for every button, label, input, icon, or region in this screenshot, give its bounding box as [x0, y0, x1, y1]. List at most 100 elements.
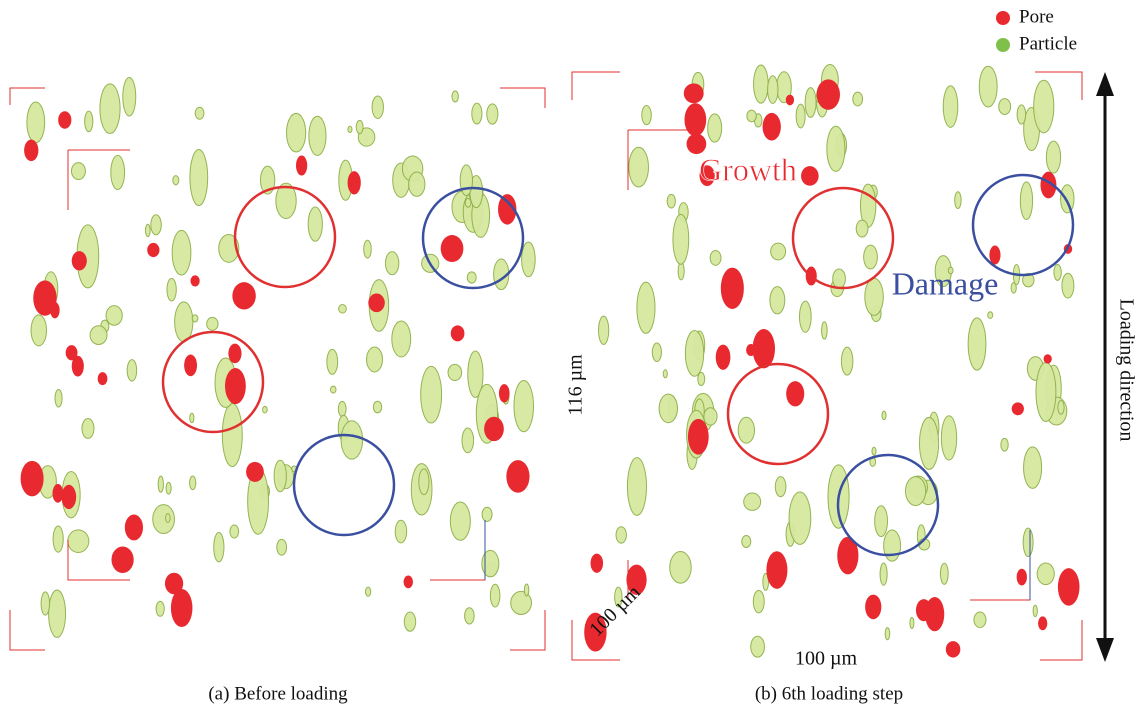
blob	[153, 505, 175, 534]
blob	[173, 176, 179, 185]
blob	[451, 325, 465, 341]
blob	[591, 554, 604, 573]
blob	[246, 462, 264, 482]
blob	[85, 111, 93, 132]
blob	[100, 84, 120, 134]
blob	[789, 492, 811, 544]
blob	[263, 406, 268, 413]
blob	[988, 312, 993, 319]
blob	[770, 287, 785, 314]
blob	[465, 608, 475, 624]
blob	[24, 140, 38, 162]
blob	[58, 111, 71, 128]
blob	[872, 447, 876, 455]
blob	[659, 394, 677, 423]
blob	[599, 316, 609, 344]
blob	[688, 419, 709, 455]
blob	[111, 547, 133, 573]
depth-label: 100 µm	[585, 581, 645, 641]
blob	[943, 86, 958, 128]
blob	[190, 275, 199, 286]
blob	[616, 527, 626, 543]
blob	[941, 416, 956, 460]
blob	[421, 366, 442, 423]
blob-layer	[21, 65, 1080, 658]
blob	[1020, 182, 1032, 220]
blob	[940, 563, 948, 584]
blob	[751, 636, 765, 657]
blob	[482, 550, 499, 576]
blob	[156, 601, 164, 616]
blob	[974, 612, 986, 628]
blob	[827, 126, 845, 171]
blob	[514, 380, 534, 431]
blob	[31, 315, 46, 346]
blob	[786, 381, 804, 406]
blob	[392, 321, 411, 357]
blob	[460, 165, 472, 196]
bounding-box	[10, 72, 1082, 660]
blob	[472, 103, 482, 124]
blob	[642, 106, 652, 125]
blob	[667, 194, 675, 208]
blob	[506, 460, 529, 493]
blob	[296, 156, 307, 176]
blob	[441, 235, 464, 262]
blob	[21, 461, 44, 496]
legend-swatch	[996, 38, 1010, 52]
blob	[82, 419, 94, 439]
blob	[225, 368, 246, 404]
blob	[955, 192, 961, 209]
blob	[368, 293, 384, 312]
blob	[925, 597, 944, 631]
blob	[331, 386, 337, 393]
blob	[365, 587, 370, 596]
blob	[62, 485, 77, 509]
blob	[1054, 264, 1061, 280]
blob	[1036, 362, 1056, 421]
blob	[465, 198, 471, 207]
blob	[786, 95, 794, 106]
blob	[1061, 185, 1074, 213]
blob	[685, 331, 703, 377]
blob	[968, 318, 986, 370]
blob	[1023, 528, 1033, 556]
blob	[166, 513, 171, 522]
blob	[684, 103, 706, 136]
blob	[385, 252, 398, 275]
blob	[308, 207, 322, 241]
blob	[404, 575, 413, 588]
blob	[1037, 563, 1054, 585]
width-label: 100 µm	[795, 648, 858, 670]
blob	[817, 79, 840, 110]
blob	[166, 482, 171, 494]
blob	[147, 243, 159, 257]
blob	[753, 329, 775, 368]
blob	[865, 595, 881, 620]
blob	[853, 92, 863, 106]
blob	[165, 573, 183, 595]
blob	[71, 163, 85, 180]
blob	[111, 155, 125, 189]
blob	[409, 172, 425, 196]
blob	[175, 302, 193, 342]
blob	[499, 384, 510, 402]
blob	[1012, 402, 1024, 415]
blob	[327, 349, 338, 374]
blob	[716, 345, 731, 370]
blob	[487, 104, 498, 124]
blob	[833, 269, 846, 289]
blob	[106, 306, 122, 326]
blob	[207, 317, 218, 330]
panel-caption: (a) Before loading	[208, 683, 348, 704]
blob	[670, 552, 691, 584]
legend-label: Particle	[1019, 33, 1077, 54]
blob	[41, 592, 49, 615]
blob	[629, 147, 649, 187]
blob	[747, 110, 756, 122]
blob	[72, 251, 87, 270]
blob	[721, 268, 744, 309]
blob	[419, 469, 429, 495]
blob	[348, 171, 361, 194]
blob	[698, 372, 705, 385]
